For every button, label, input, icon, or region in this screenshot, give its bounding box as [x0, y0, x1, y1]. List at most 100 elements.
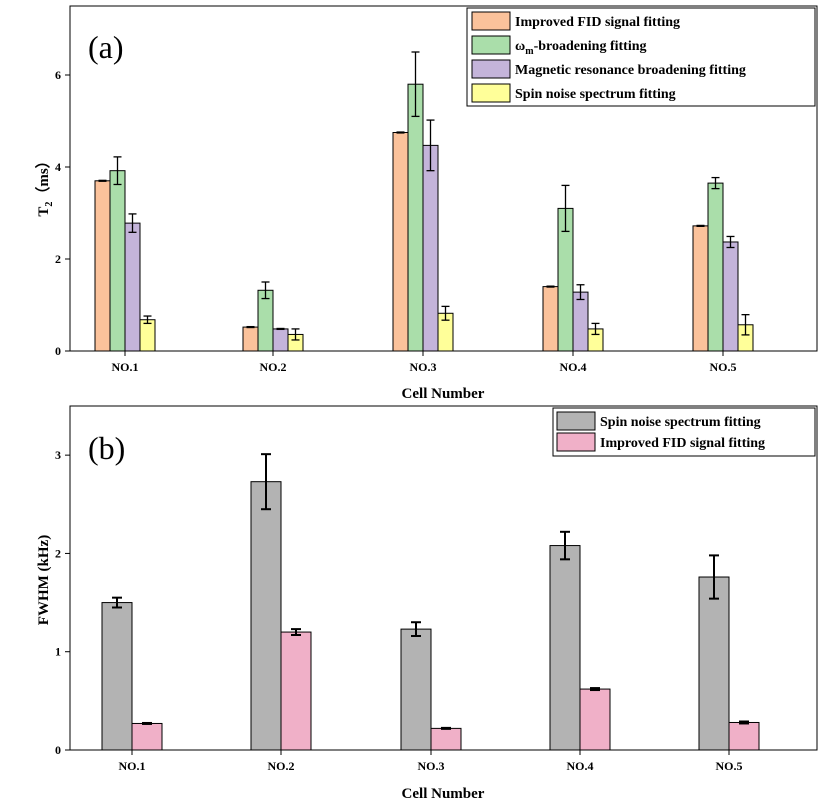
- x-tick-label-a-NO.5: NO.5: [710, 360, 737, 374]
- bar-a-s3-NO.1: [139, 319, 156, 352]
- error-bar-a-s1-NO.4: [561, 184, 570, 233]
- legend-frame-b: [552, 407, 816, 457]
- x-ticks-a: NO.1 NO.2 NO.3 NO.4 NO.5: [112, 351, 737, 374]
- error-bar-a-s1-NO.2: [261, 281, 270, 300]
- error-bar-a-s0-NO.1: [98, 179, 107, 182]
- error-bar-a-s3-NO.4: [591, 322, 600, 336]
- y-tick-label-b-2: 2: [55, 546, 61, 560]
- error-bar-b-s0-NO.1: [112, 596, 122, 609]
- y-ticks-b: 0 1 2 3: [55, 448, 70, 757]
- legend-label-b-0: Spin noise spectrum fitting: [600, 415, 761, 430]
- error-bar-a-s3-NO.1: [143, 315, 152, 325]
- x-tick-label-a-NO.2: NO.2: [260, 360, 287, 374]
- legend-label-a-1: ωm-broadening fitting: [515, 39, 647, 57]
- error-bar-b-s1-NO.2: [291, 628, 301, 637]
- error-bar-a-s3-NO.5: [741, 314, 750, 336]
- legend-label-a-3: Spin noise spectrum fitting: [515, 87, 676, 102]
- y-axis-label-a: T2（ms）: [34, 153, 55, 216]
- legend-swatch-b-0: [556, 411, 596, 431]
- error-bar-a-s3-NO.3: [441, 305, 450, 321]
- error-bar-a-s1-NO.5: [711, 176, 720, 190]
- error-bar-a-s2-NO.5: [726, 235, 735, 249]
- x-tick-label-b-NO.5: NO.5: [716, 759, 743, 773]
- panel-a: (a) 0 2 4 6 NO.1 NO.2 NO.3 NO.4 NO.5 Cell Numbe…: [34, 5, 818, 402]
- y-tick-label-a-4: 4: [55, 160, 61, 174]
- x-tick-label-a-NO.4: NO.4: [560, 360, 587, 374]
- legend-frame-a: [466, 7, 816, 107]
- x-tick-label-b-NO.4: NO.4: [567, 759, 594, 773]
- bar-a-s0-NO.2: [242, 326, 259, 352]
- y-axis-label-b: FWHM (kHz): [36, 535, 52, 625]
- error-bar-a-s0-NO.4: [546, 285, 555, 288]
- error-bar-a-s1-NO.3: [411, 51, 420, 118]
- bar-b-s0-NO.2: [250, 481, 282, 751]
- bar-b-s1-NO.2: [280, 631, 312, 751]
- x-ticks-b: NO.1 NO.2 NO.3 NO.4 NO.5: [119, 750, 743, 773]
- y-axis-label-unit: （ms）: [34, 153, 52, 201]
- bar-b-s0-NO.4: [549, 545, 581, 751]
- y-tick-label-a-2: 2: [55, 252, 61, 266]
- y-tick-label-a-0: 0: [55, 344, 61, 358]
- y-ticks-a: 0 2 4 6: [55, 68, 70, 358]
- error-bar-b-s1-NO.3: [441, 726, 451, 730]
- bar-a-s0-NO.3: [392, 132, 409, 352]
- panel-label-b: (b): [88, 430, 125, 466]
- error-bar-b-s1-NO.4: [590, 687, 600, 692]
- bar-b-s0-NO.3: [400, 628, 432, 751]
- bar-b-s1-NO.3: [430, 727, 462, 751]
- x-tick-label-b-NO.1: NO.1: [119, 759, 146, 773]
- y-tick-label-b-1: 1: [55, 645, 61, 659]
- legend-swatch-a-2: [471, 59, 511, 79]
- x-tick-label-a-NO.1: NO.1: [112, 360, 139, 374]
- bar-b-s0-NO.5: [698, 576, 730, 751]
- legend-swatch-b-1: [556, 432, 596, 452]
- x-tick-label-b-NO.3: NO.3: [418, 759, 445, 773]
- error-bar-b-s0-NO.3: [411, 621, 421, 637]
- bar-b-s1-NO.5: [728, 721, 760, 751]
- x-axis-label-a: Cell Number: [402, 386, 485, 402]
- bar-b-s1-NO.4: [579, 688, 611, 751]
- bar-a-s2-NO.2: [272, 328, 289, 352]
- bar-a-s0-NO.5: [692, 225, 709, 352]
- x-tick-label-b-NO.2: NO.2: [268, 759, 295, 773]
- error-bar-a-s2-NO.4: [576, 284, 585, 301]
- y-axis-label-main: T: [36, 207, 52, 217]
- bar-b-s1-NO.1: [131, 722, 163, 751]
- error-bar-b-s0-NO.2: [261, 453, 271, 511]
- error-bar-a-s1-NO.1: [113, 156, 122, 186]
- bar-a-s1-NO.5: [707, 182, 724, 352]
- error-bar-b-s0-NO.4: [560, 530, 570, 561]
- bar-a-s1-NO.1: [109, 170, 126, 352]
- legend-label-a-0: Improved FID signal fitting: [515, 15, 680, 30]
- x-axis-label-b: Cell Number: [402, 786, 485, 802]
- bar-a-s0-NO.4: [542, 286, 559, 352]
- error-bar-a-s2-NO.3: [426, 119, 435, 172]
- legend-label-b-1: Improved FID signal fitting: [600, 436, 765, 451]
- error-bar-a-s0-NO.5: [696, 224, 705, 227]
- panel-label-a: (a): [88, 29, 124, 65]
- bar-b-s0-NO.1: [101, 602, 133, 751]
- y-tick-label-b-0: 0: [55, 743, 61, 757]
- bar-a-s2-NO.1: [124, 222, 141, 352]
- bar-a-s2-NO.5: [722, 241, 739, 352]
- legend-b: Spin noise spectrum fitting Improved FID …: [552, 407, 816, 457]
- error-bar-a-s2-NO.2: [276, 327, 285, 331]
- y-tick-label-b-3: 3: [55, 448, 61, 462]
- bar-a-s1-NO.2: [257, 289, 274, 352]
- bars-a: [94, 51, 754, 352]
- bars-b: [101, 453, 760, 751]
- error-bar-a-s0-NO.3: [396, 131, 405, 134]
- y-axis-label-sub: 2: [44, 202, 55, 207]
- panel-b: (b) 0 1 2 3 NO.1 NO.2 NO.3 NO.4 NO.5 Cell Numbe…: [36, 405, 818, 802]
- bar-a-s1-NO.3: [407, 83, 424, 352]
- error-bar-b-s1-NO.1: [142, 721, 152, 725]
- legend-swatch-a-3: [471, 83, 511, 103]
- bar-a-s0-NO.1: [94, 180, 111, 352]
- error-bar-a-s3-NO.2: [291, 328, 300, 341]
- error-bar-b-s1-NO.5: [739, 720, 749, 725]
- x-tick-label-a-NO.3: NO.3: [410, 360, 437, 374]
- error-bar-a-s2-NO.1: [128, 213, 137, 233]
- bar-a-s2-NO.4: [572, 291, 589, 352]
- error-bar-b-s0-NO.5: [709, 554, 719, 600]
